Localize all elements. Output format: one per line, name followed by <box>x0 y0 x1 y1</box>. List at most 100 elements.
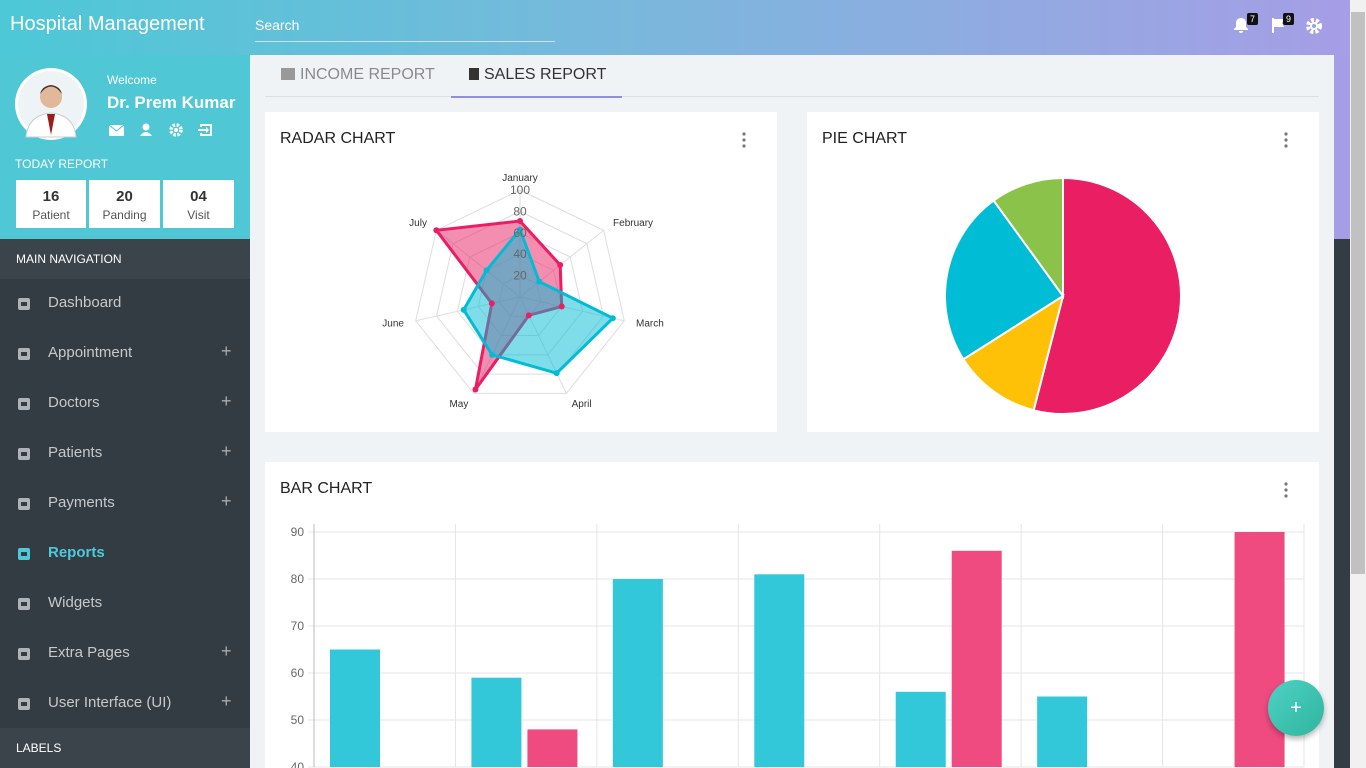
icon-detail <box>21 452 27 456</box>
nav-label: Widgets <box>48 594 103 611</box>
nav-icon <box>18 598 30 610</box>
chart: January February March April May June July 20 40… <box>382 173 664 410</box>
notification-badge: 7 <box>1247 13 1259 25</box>
background <box>1334 239 1350 768</box>
menu-dot <box>742 144 746 148</box>
nav-item[interactable]: Dashboard <box>0 279 250 329</box>
menu-dot <box>742 138 746 142</box>
report-value: 20 <box>116 188 133 205</box>
logout-icon[interactable] <box>198 124 212 136</box>
settings-icon[interactable] <box>169 123 183 137</box>
nav-icon <box>18 498 30 510</box>
r-tick-label: 20 <box>513 269 527 283</box>
nav-item[interactable]: User Interface (UI) + <box>0 679 250 729</box>
radar-point <box>460 306 467 313</box>
radar-point <box>488 300 495 307</box>
tab[interactable]: SALES REPORT <box>451 55 622 98</box>
nav-item[interactable]: Patients + <box>0 429 250 479</box>
category-label: May <box>449 399 468 410</box>
category-label: January <box>502 173 538 184</box>
bar <box>527 729 578 767</box>
background <box>1334 55 1350 239</box>
avatar[interactable] <box>14 67 88 141</box>
nav-label: Payments <box>48 494 115 511</box>
report-value: 16 <box>42 188 60 205</box>
settings-icon[interactable] <box>1305 17 1323 35</box>
category-label: April <box>572 399 592 410</box>
nav-item[interactable]: Reports <box>0 529 250 579</box>
pie-slice <box>992 176 1064 300</box>
card-title: PIE CHART <box>822 130 908 147</box>
report-label: Panding <box>102 208 147 222</box>
card-menu[interactable] <box>1283 482 1289 498</box>
nav-item[interactable]: Doctors + <box>0 379 250 429</box>
report-label: Patient <box>32 208 70 222</box>
nav-expand: + <box>221 691 232 711</box>
profile-icon[interactable] <box>140 123 152 137</box>
icon-detail <box>21 552 27 556</box>
card-menu[interactable] <box>741 132 747 148</box>
radar-point <box>489 351 496 358</box>
nav-item[interactable]: Appointment + <box>0 329 250 379</box>
radar-card: RADAR CHART January February March April May J… <box>265 112 777 432</box>
icon-shape <box>281 68 295 80</box>
profile-actions <box>108 123 212 137</box>
nav-expand: + <box>221 491 232 511</box>
y-tick-label: 60 <box>291 666 305 680</box>
nav-label: Reports <box>48 544 105 561</box>
icon-detail <box>21 652 27 656</box>
nav-icon <box>18 648 30 660</box>
pie-slice <box>944 199 1065 361</box>
fab-button[interactable]: + <box>1268 680 1324 736</box>
nav-item[interactable]: Payments + <box>0 479 250 529</box>
r-tick-label: 80 <box>513 204 527 218</box>
flag-badge: 9 <box>1283 13 1295 25</box>
tab-icon <box>281 68 295 80</box>
report-box[interactable]: 16 Patient <box>16 180 86 228</box>
nav-header: MAIN NAVIGATION <box>0 239 250 279</box>
bar <box>612 579 663 767</box>
nav-label: Appointment <box>48 344 133 361</box>
r-tick-label: 60 <box>513 226 527 240</box>
nav-label: Dashboard <box>48 294 122 311</box>
nav-expand: + <box>221 391 232 411</box>
grid-line <box>436 210 604 375</box>
notifications[interactable]: 7 <box>1233 13 1259 38</box>
side-nav <box>0 239 250 768</box>
icon-detail <box>21 502 27 506</box>
nav-icon <box>18 298 30 310</box>
labels-header: LABELS <box>0 728 250 768</box>
nav-label: Doctors <box>48 394 100 411</box>
pie-slice <box>961 293 1065 412</box>
brand[interactable]: Hospital Management <box>10 13 205 35</box>
pie-slice <box>1032 176 1182 415</box>
flags[interactable]: 9 <box>1270 13 1295 38</box>
report-box[interactable]: 20 Panding <box>89 180 160 228</box>
y-tick-label: 90 <box>291 525 305 539</box>
card-title: BAR CHART <box>280 480 373 497</box>
nav-item[interactable]: Widgets <box>0 579 250 629</box>
bar <box>754 574 805 767</box>
top-bar <box>0 0 1366 55</box>
nav-expand: + <box>221 441 232 461</box>
scrollbar-thumb[interactable] <box>1351 12 1365 574</box>
nav-item[interactable]: Extra Pages + <box>0 629 250 679</box>
menu-dot <box>1284 488 1288 492</box>
report-box[interactable]: 04 Visit <box>163 180 234 228</box>
welcome-text: Welcome <box>107 73 157 87</box>
icon-detail <box>21 302 27 306</box>
card-title: RADAR CHART <box>280 130 396 147</box>
icon-detail <box>21 402 27 406</box>
radar-point <box>483 267 490 274</box>
tab[interactable]: INCOME REPORT <box>265 55 451 96</box>
report-value: 04 <box>190 188 207 205</box>
bar <box>1234 532 1285 767</box>
bell-icon <box>1234 18 1248 33</box>
y-tick-label: 50 <box>291 713 305 727</box>
r-tick-label: 40 <box>513 247 527 261</box>
radar-point <box>536 278 543 285</box>
flag-icon <box>1272 18 1284 33</box>
search-input[interactable]: Search <box>255 17 555 42</box>
card-menu[interactable] <box>1283 132 1289 148</box>
